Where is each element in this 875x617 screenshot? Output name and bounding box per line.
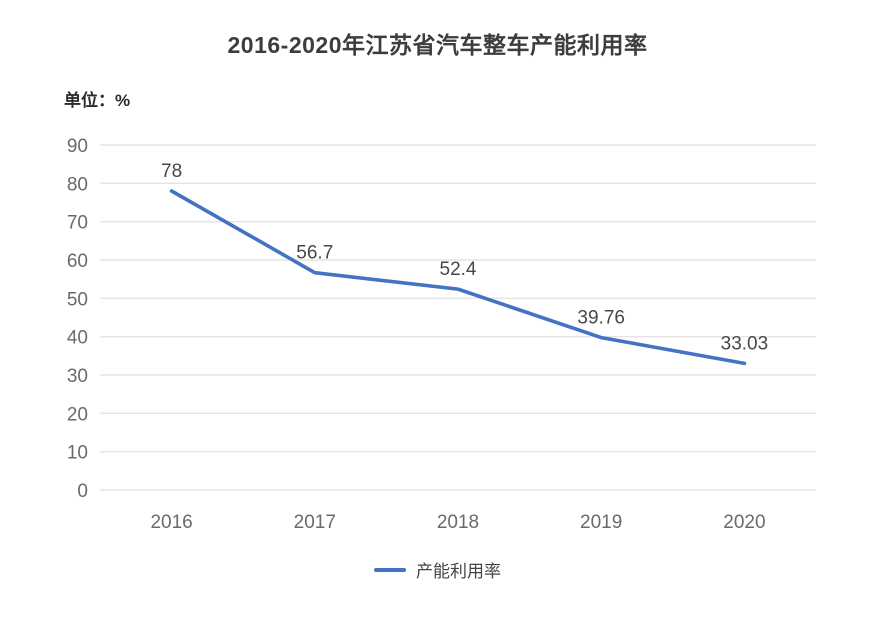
legend-line-swatch bbox=[374, 567, 406, 572]
y-axis-tick-label: 50 bbox=[67, 289, 88, 310]
series-line bbox=[169, 189, 747, 366]
x-axis-tick-label: 2017 bbox=[294, 512, 336, 533]
data-label: 39.76 bbox=[577, 308, 625, 329]
y-axis-tick-label: 10 bbox=[67, 443, 88, 464]
x-axis-tick-label: 2016 bbox=[150, 512, 192, 533]
x-axis-tick-label: 2019 bbox=[580, 512, 622, 533]
y-axis-tick-label: 70 bbox=[67, 213, 88, 234]
y-axis-tick-label: 60 bbox=[67, 251, 88, 272]
y-axis-tick-label: 80 bbox=[67, 174, 88, 195]
x-axis-tick-label: 2020 bbox=[723, 512, 765, 533]
data-label: 56.7 bbox=[296, 243, 333, 264]
y-axis-tick-label: 30 bbox=[67, 366, 88, 387]
legend-series-label: 产能利用率 bbox=[416, 562, 501, 581]
chart-title: 2016-2020年江苏省汽车整车产能利用率 bbox=[227, 32, 648, 58]
data-label: 33.03 bbox=[721, 333, 769, 354]
unit-label: 单位：% bbox=[64, 91, 131, 110]
legend: 产能利用率 bbox=[0, 557, 875, 582]
data-label: 78 bbox=[161, 161, 182, 182]
y-axis-tick-label: 90 bbox=[67, 136, 88, 157]
data-label: 52.4 bbox=[440, 259, 477, 280]
y-axis-tick-label: 20 bbox=[67, 404, 88, 425]
y-axis-tick-label: 0 bbox=[77, 481, 88, 502]
x-axis-tick-label: 2018 bbox=[437, 512, 479, 533]
y-axis-tick-label: 40 bbox=[67, 328, 88, 349]
